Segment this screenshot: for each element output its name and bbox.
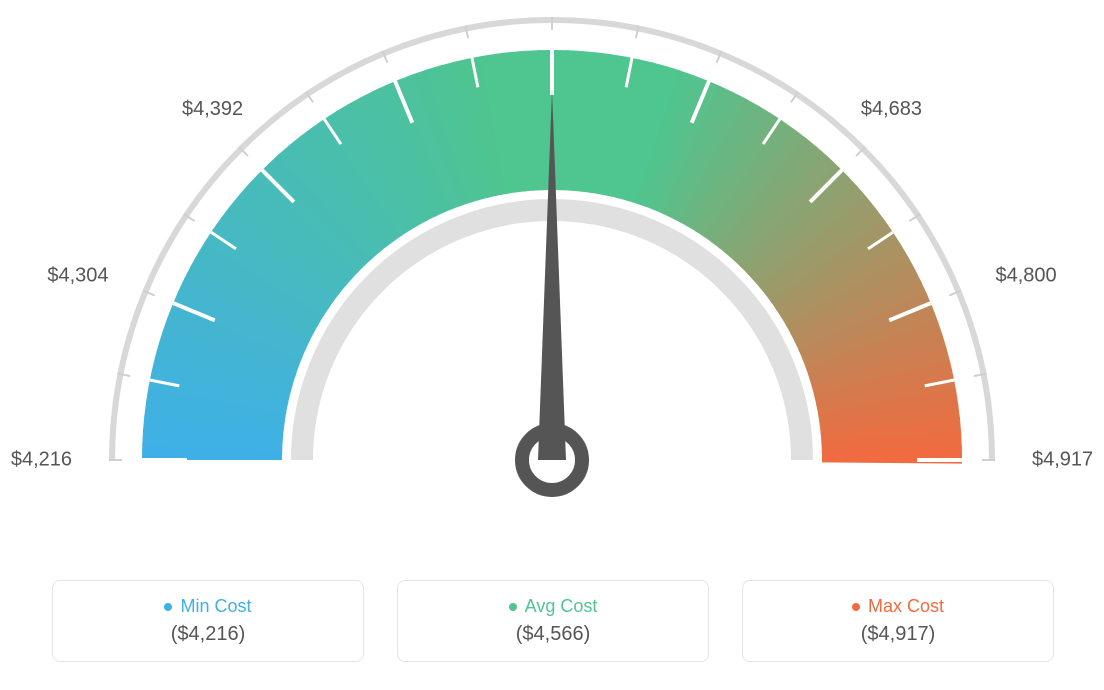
avg-dot-icon [509,603,517,611]
gauge-tick-label: $4,216 [11,449,72,472]
gauge-chart-container: Min Cost ($4,216) Avg Cost ($4,566) Max … [0,0,1104,690]
min-cost-box: Min Cost ($4,216) [52,580,364,662]
avg-cost-value: ($4,566) [516,623,591,646]
max-cost-box: Max Cost ($4,917) [742,580,1054,662]
gauge-tick-label: $4,917 [1032,449,1093,472]
max-cost-value: ($4,917) [861,623,936,646]
min-cost-label-row: Min Cost [164,596,251,617]
avg-cost-label: Avg Cost [525,596,598,617]
min-cost-value: ($4,216) [171,623,246,646]
gauge-svg [0,0,1104,560]
max-cost-label: Max Cost [868,596,944,617]
avg-cost-label-row: Avg Cost [509,596,598,617]
min-cost-label: Min Cost [180,596,251,617]
gauge-tick-label: $4,800 [995,265,1056,288]
gauge-tick-label: $4,683 [861,98,922,121]
max-dot-icon [852,603,860,611]
gauge-tick-label: $4,392 [182,98,243,121]
gauge-tick-label: $4,304 [47,265,108,288]
max-cost-label-row: Max Cost [852,596,944,617]
min-dot-icon [164,603,172,611]
avg-cost-box: Avg Cost ($4,566) [397,580,709,662]
